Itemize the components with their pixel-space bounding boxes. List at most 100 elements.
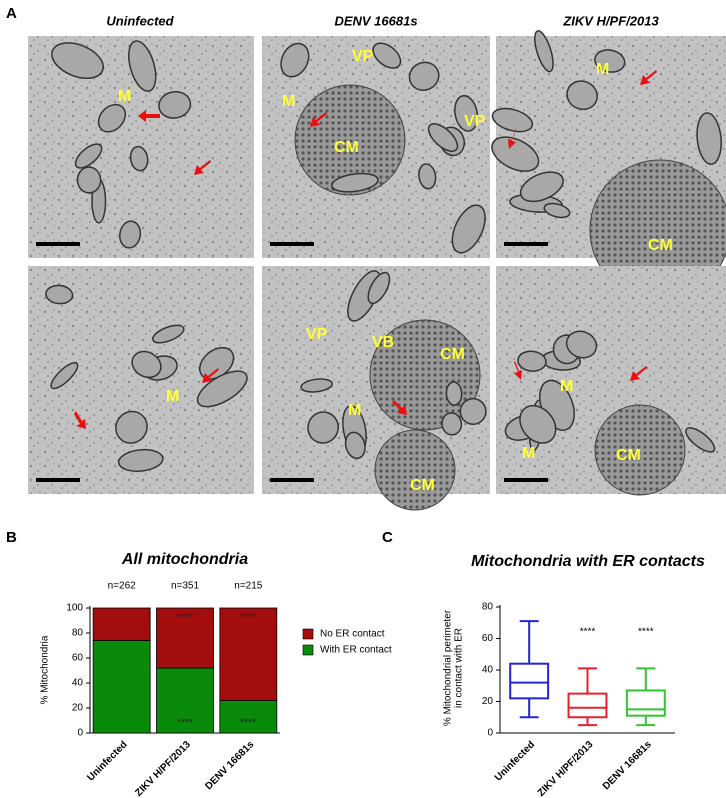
em-label: CM	[648, 237, 673, 254]
organelle	[565, 330, 598, 359]
box	[625, 689, 666, 717]
bar-segment	[92, 640, 151, 734]
organelle	[427, 123, 459, 152]
organelle	[491, 136, 540, 172]
significance: ****	[241, 613, 257, 624]
significance: ****	[638, 627, 654, 638]
em-label: VP	[352, 48, 374, 65]
arrow	[514, 361, 522, 380]
organelle	[445, 381, 463, 406]
em-label: VB	[372, 334, 394, 351]
legend-label: With ER contact	[320, 645, 392, 656]
panel-label: C	[382, 529, 393, 546]
organelle	[51, 42, 104, 80]
charts: All mitochondria % Mitochondria 0 20 40 60 80 1…	[40, 551, 705, 798]
organelle	[451, 204, 486, 254]
em-label: M	[596, 61, 609, 78]
membrane-cluster	[294, 84, 406, 196]
organelle	[408, 61, 440, 91]
organelle	[594, 49, 626, 73]
y-tick-label: 20	[72, 703, 84, 714]
bar-segment	[156, 607, 214, 669]
x-tick-label: ZIKV H/PF/2013	[536, 739, 596, 798]
em-label: CM	[616, 447, 641, 464]
em-label: CM	[334, 139, 359, 156]
arrow	[508, 128, 516, 149]
x-tick-label: Uninfected	[493, 739, 537, 783]
n-label: n=215	[234, 581, 263, 592]
column-title: DENV 16681s	[334, 13, 417, 28]
organelle	[534, 30, 554, 73]
organelle	[129, 145, 149, 172]
arrow	[392, 400, 407, 415]
significance: ****	[177, 613, 193, 624]
organelle	[517, 350, 547, 372]
organelle	[696, 112, 722, 165]
organelle	[543, 202, 571, 219]
x-tick-label: ZIKV H/PF/2013	[133, 739, 193, 798]
bar-segment	[92, 607, 151, 641]
organelle	[454, 94, 479, 132]
arrow	[74, 411, 86, 429]
membrane-cluster	[374, 429, 456, 511]
organelle	[441, 412, 463, 436]
organelle	[331, 172, 379, 193]
x-tick-label: Uninfected	[85, 739, 129, 783]
organelle	[196, 370, 248, 408]
column-title: Uninfected	[106, 13, 174, 28]
panel-label: B	[6, 529, 17, 546]
x-tick-label: DENV 16681s	[601, 739, 654, 792]
legend-swatch	[302, 644, 314, 656]
arrow	[630, 366, 647, 381]
y-axis-label: % Mitochondrial perimeter	[443, 609, 454, 726]
em-label: CM	[440, 346, 465, 363]
arrow	[202, 368, 219, 383]
organelle	[115, 410, 148, 444]
y-tick-label: 40	[482, 665, 494, 676]
organelle	[76, 166, 102, 194]
em-label: M	[348, 402, 361, 419]
n-label: n=262	[108, 581, 137, 592]
organelle	[117, 448, 164, 472]
y-tick-label: 20	[482, 696, 494, 707]
organelle	[151, 324, 185, 344]
em-label: M	[282, 93, 295, 110]
em-label: M	[560, 378, 573, 395]
organelle	[280, 42, 310, 78]
y-tick-label: 100	[66, 603, 83, 614]
organelle	[566, 80, 598, 111]
y-tick-label: 0	[77, 728, 83, 739]
organelle	[459, 397, 487, 425]
organelle	[372, 42, 402, 69]
x-tick-label: DENV 16681s	[203, 739, 256, 792]
legend-label: No ER contact	[320, 629, 385, 640]
arrow	[640, 70, 657, 85]
organelle	[119, 220, 142, 249]
organelle	[519, 404, 557, 444]
organelle	[45, 284, 74, 305]
organelle	[128, 40, 157, 92]
organelle	[307, 411, 339, 444]
organelle	[418, 163, 437, 190]
organelle	[97, 103, 127, 133]
organelle	[300, 378, 333, 393]
bar-segment	[219, 607, 278, 701]
legend-swatch	[302, 628, 314, 640]
arrow	[138, 110, 160, 122]
em-label: M	[166, 388, 179, 405]
organelle	[367, 271, 391, 305]
box	[509, 662, 550, 700]
chart-title: All mitochondria	[121, 551, 248, 568]
n-label: n=351	[171, 581, 200, 592]
arrows	[74, 70, 657, 429]
em-label: M	[522, 445, 535, 462]
bar-segment	[219, 700, 278, 734]
membrane-cluster	[594, 404, 686, 496]
y-tick-label: 60	[72, 653, 84, 664]
organelle	[158, 91, 192, 119]
em-label: VP	[464, 113, 486, 130]
panel-label: A	[6, 5, 17, 22]
y-tick-label: 40	[72, 678, 84, 689]
y-tick-label: 80	[482, 602, 494, 613]
